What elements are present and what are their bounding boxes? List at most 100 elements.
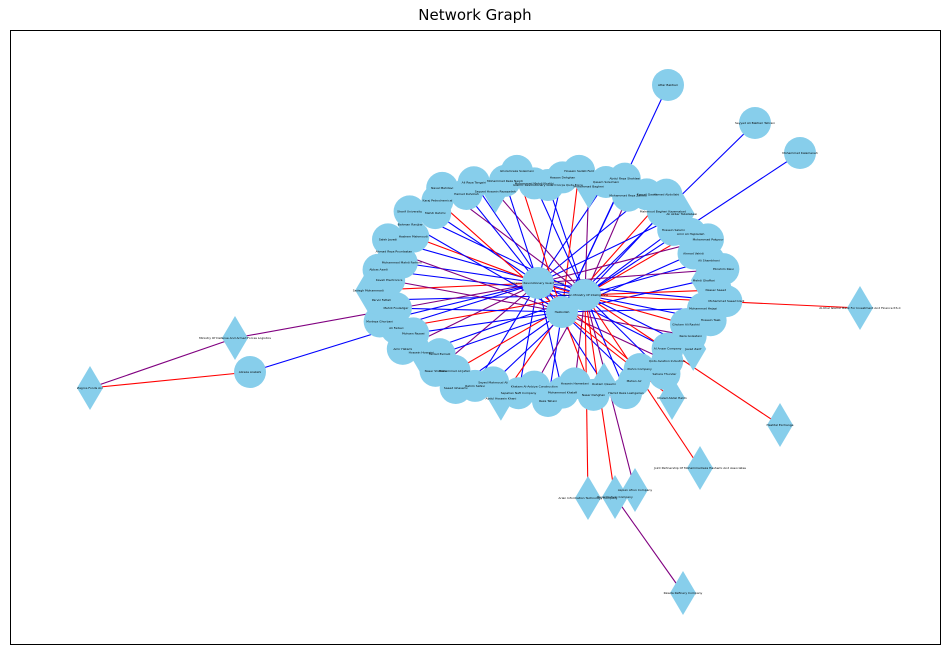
ring-node-label: Mohammad Khalafi [548, 391, 577, 395]
outer-node-label: Hashtal Exchange [766, 423, 793, 427]
ring-node-label: Mehdi Ghaffari [693, 278, 715, 282]
ring-node-label: Sahara Thunder [652, 372, 677, 376]
ring-node-label: Ahmad Reza Pourdastan [376, 250, 413, 254]
ring-node-label: Mohammad Reza Zahedi [609, 194, 646, 198]
ring-node-label: Reza Tahani [539, 399, 557, 403]
ring-node[interactable] [610, 377, 643, 410]
ring-node-label: Sayyed Hossein Rezazadeh [475, 189, 516, 193]
outer-node-label: Seyyed Ali Baktiari Tehrani [735, 121, 775, 125]
edge-ring-23 [561, 311, 691, 337]
ring-node-label: Al Ansar Company [654, 347, 682, 351]
outer-node[interactable] [234, 356, 266, 388]
ring-node-label: Mehdi Fouladgar [383, 306, 409, 310]
outer-node-label: Zagros Fonds Arc [77, 386, 103, 390]
outer-node[interactable] [659, 376, 685, 420]
ring-node-label: Mohammad Bagheri [574, 185, 604, 189]
ring-node-label: Islamic Revolutionary Guard Corps Quds F… [513, 183, 583, 187]
ring-node[interactable] [372, 223, 405, 256]
hub-node[interactable] [546, 296, 578, 328]
outer-node[interactable] [687, 446, 713, 490]
outer-node-label: Arian Information Technology Company [558, 496, 617, 500]
edge-outer-13 [614, 496, 684, 594]
ring-node-label: Naval Mahdavi [431, 186, 453, 190]
ring-node-label: Ahmad Vahidi [683, 251, 704, 255]
edge-ring-22 [537, 282, 687, 325]
edge-ring-2 [561, 170, 580, 313]
ring-node-label: Mohsen Rezaei [402, 331, 425, 335]
edge-ring-28 [537, 282, 641, 370]
ring-node[interactable] [426, 171, 459, 204]
ring-node-label: Abbas Asadi [369, 268, 388, 272]
outer-node[interactable] [784, 137, 816, 169]
ring-node-label: Ali Shamkhani [698, 259, 720, 263]
ring-node-label: Mehdi Rahimi [425, 211, 446, 215]
ring-node-label: Mohammad Ali Jafari [439, 369, 470, 373]
ring-node[interactable] [457, 166, 490, 199]
ring-node[interactable] [518, 167, 551, 200]
outer-node[interactable] [622, 468, 648, 512]
ring-node-label: Saeed Ghasemi [444, 386, 468, 390]
ring-node-label: Qasem Soleimani [593, 180, 619, 184]
labels-layer: Islamic Revolutionary Guard Corps Quds F… [77, 83, 901, 595]
outer-node[interactable] [847, 286, 873, 330]
ring-node-label: Mohammad Pakpour [693, 237, 725, 241]
ring-node-label: Hamed Ruhollah [454, 192, 479, 196]
ring-node-label: Karaj Petrochemical [423, 199, 453, 203]
edge-ring-58 [413, 236, 539, 284]
ring-node-label: Sharif University [397, 209, 422, 213]
ring-node-label: Hossein Taeb [701, 318, 721, 322]
ring-node-label: Hossein Hamedani [561, 381, 589, 385]
edge-ring-16 [537, 268, 724, 284]
ring-node-label: Hassan Dehghan [550, 175, 576, 179]
hub-node-label: Iranian Ministry Of Intelligence [562, 293, 608, 297]
outer-node[interactable] [77, 366, 103, 410]
ring-node-label: Ali Akbar Tabatabaei [666, 212, 697, 216]
edge-ring-34 [537, 282, 564, 393]
hub-node[interactable] [569, 279, 601, 311]
outer-node[interactable] [767, 403, 793, 447]
outer-node[interactable] [739, 107, 771, 139]
ring-node-label: Hossein Hosseini [409, 350, 435, 354]
ring-node-label: Kaveh Electronics [376, 278, 403, 282]
ring-node-label: Farzad Esmaili [429, 352, 451, 356]
ring-node-label: Mohammad Hejazi [689, 307, 717, 311]
edge-ring-56 [393, 251, 563, 313]
outer-node[interactable] [575, 476, 601, 520]
hub-node-label: Hezbollah [555, 310, 570, 314]
ring-node-label: Hamed Abdollahi [654, 193, 680, 197]
outer-node[interactable] [670, 571, 696, 615]
ring-node-label: Nasser Saeed [706, 288, 727, 292]
edge-ring-4 [537, 181, 607, 284]
ring-node[interactable] [423, 338, 456, 371]
ring-node-label: Morteza Ghorbani [366, 319, 393, 323]
hub-node[interactable] [522, 267, 554, 299]
outer-node[interactable] [222, 316, 248, 360]
outer-node-label: Rawda Refinery Company [664, 591, 703, 595]
ring-node-label: Javad Zarif [684, 347, 702, 351]
ring-node[interactable] [393, 195, 426, 228]
ring-node-label: Mohammad Mehdi Khatibi [515, 181, 554, 185]
outer-node[interactable] [652, 69, 684, 101]
ring-node[interactable] [680, 326, 707, 371]
ring-node-label: Gholam Ali Rashid [672, 322, 699, 326]
edge-ring-37 [517, 282, 539, 394]
ring-node-label: Pishro Company [628, 367, 652, 371]
edge-ring-67 [504, 180, 539, 284]
outer-node-label: Attar Baktiari [658, 83, 678, 87]
ring-node-label: Mahmoud Bagheri Kazemabad [640, 210, 686, 214]
ring-node-label: Ebrahim Raisi [713, 267, 734, 271]
ring-node-label: Naser Dehghan [582, 393, 605, 397]
ring-node-label: Hamid Reza Lashgarian [608, 391, 643, 395]
ring-node-label: Mahan Air [627, 379, 643, 383]
edge-outer-1 [89, 369, 251, 389]
ring-node-label: Ali Fadavi [389, 326, 403, 330]
outer-node[interactable] [602, 475, 628, 519]
edge-ring-50 [395, 307, 563, 313]
ring-node-label: Saleh Javadi [379, 237, 398, 241]
edge-ring-69 [533, 183, 586, 296]
ring-node-label: Qods Aviation Industries [649, 359, 686, 363]
edge-ring-26 [561, 311, 668, 362]
ring-node-label: Amir Ali Hajizadeh [677, 232, 705, 236]
outer-node-label: Khaled Abdel Halim [657, 396, 686, 400]
ring-node-label: Abdul Hossein Khani [486, 397, 517, 401]
